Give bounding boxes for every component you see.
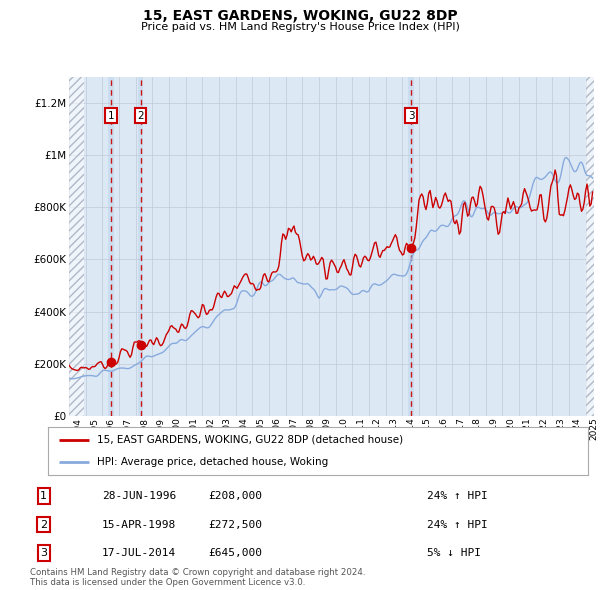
Bar <box>586 77 594 416</box>
Text: 15, EAST GARDENS, WOKING, GU22 8DP: 15, EAST GARDENS, WOKING, GU22 8DP <box>143 9 457 23</box>
Text: £645,000: £645,000 <box>208 548 262 558</box>
Text: 2: 2 <box>137 111 144 121</box>
Text: 28-JUN-1996: 28-JUN-1996 <box>102 491 176 501</box>
Text: 24% ↑ HPI: 24% ↑ HPI <box>427 491 488 501</box>
Bar <box>108 77 113 416</box>
Bar <box>586 77 594 416</box>
Text: 1: 1 <box>40 491 47 501</box>
Text: 2: 2 <box>40 520 47 529</box>
Text: £208,000: £208,000 <box>208 491 262 501</box>
Bar <box>69 77 85 416</box>
Text: 17-JUL-2014: 17-JUL-2014 <box>102 548 176 558</box>
Text: Contains HM Land Registry data © Crown copyright and database right 2024.
This d: Contains HM Land Registry data © Crown c… <box>30 568 365 587</box>
Bar <box>137 77 143 416</box>
Text: Price paid vs. HM Land Registry's House Price Index (HPI): Price paid vs. HM Land Registry's House … <box>140 22 460 32</box>
Text: 3: 3 <box>408 111 415 121</box>
Bar <box>69 77 85 416</box>
Text: 15, EAST GARDENS, WOKING, GU22 8DP (detached house): 15, EAST GARDENS, WOKING, GU22 8DP (deta… <box>97 435 403 445</box>
Text: HPI: Average price, detached house, Woking: HPI: Average price, detached house, Woki… <box>97 457 328 467</box>
Text: £272,500: £272,500 <box>208 520 262 529</box>
Text: 1: 1 <box>107 111 114 121</box>
Text: 3: 3 <box>40 548 47 558</box>
Text: 5% ↓ HPI: 5% ↓ HPI <box>427 548 481 558</box>
Text: 24% ↑ HPI: 24% ↑ HPI <box>427 520 488 529</box>
Bar <box>409 77 414 416</box>
Text: 15-APR-1998: 15-APR-1998 <box>102 520 176 529</box>
